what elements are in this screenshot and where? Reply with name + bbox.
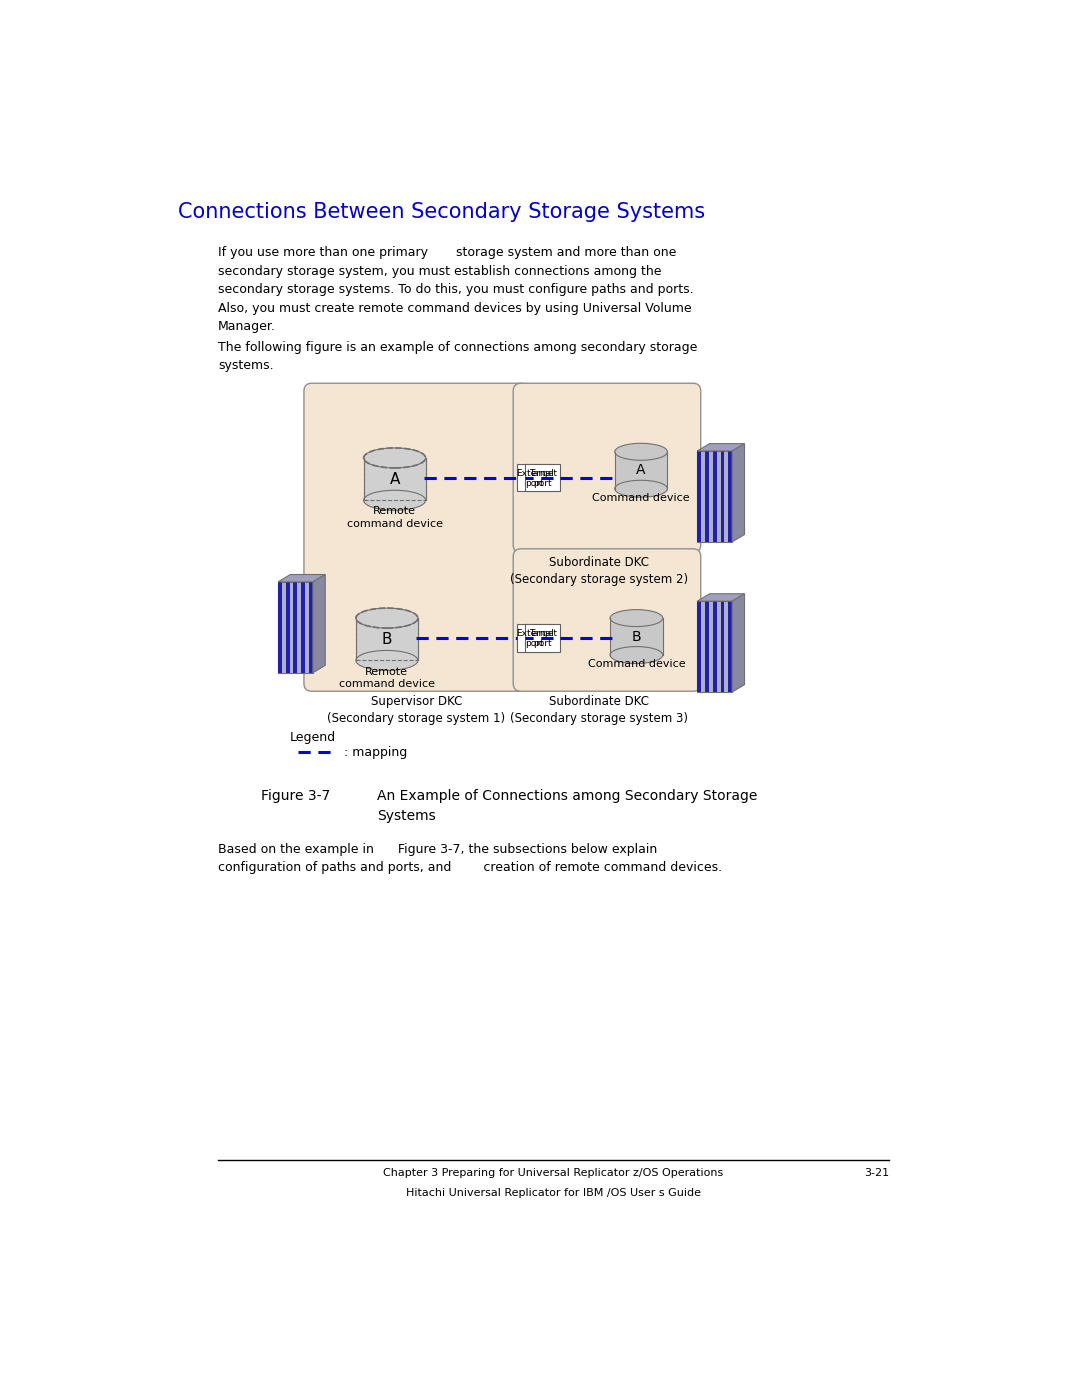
Text: If you use more than one primary       storage system and more than one
secondar: If you use more than one primary storage… (218, 246, 693, 332)
Text: port: port (534, 479, 552, 488)
Bar (356, 617, 418, 661)
Bar (705, 451, 708, 542)
Polygon shape (698, 444, 744, 451)
Polygon shape (278, 574, 325, 583)
Text: : mapping: : mapping (340, 746, 407, 759)
Text: B: B (381, 631, 392, 647)
Ellipse shape (364, 490, 426, 510)
Bar (713, 451, 717, 542)
Text: Subordinate DKC
(Secondary storage system 3): Subordinate DKC (Secondary storage syste… (510, 696, 688, 725)
Text: Based on the example in      Figure 3-7, the subsections below explain
configura: Based on the example in Figure 3-7, the … (218, 842, 723, 875)
Bar (278, 583, 282, 673)
Text: Subordinate DKC
(Secondary storage system 2): Subordinate DKC (Secondary storage syste… (510, 556, 688, 587)
Bar (286, 583, 289, 673)
Text: port: port (526, 479, 544, 488)
Ellipse shape (615, 481, 667, 497)
Text: Remote
command device: Remote command device (347, 507, 443, 529)
FancyBboxPatch shape (303, 383, 529, 692)
Text: Remote
command device: Remote command device (339, 666, 435, 689)
Bar (364, 458, 426, 500)
Bar (705, 601, 708, 692)
Bar (698, 601, 732, 692)
Text: Chapter 3 Preparing for Universal Replicator z/OS Operations: Chapter 3 Preparing for Universal Replic… (383, 1168, 724, 1178)
Text: 3-21: 3-21 (864, 1168, 889, 1178)
Bar (720, 451, 725, 542)
Text: Legend: Legend (291, 731, 336, 743)
Text: Hitachi Universal Replicator for IBM /OS User s Guide: Hitachi Universal Replicator for IBM /OS… (406, 1187, 701, 1197)
Text: port: port (534, 640, 552, 648)
Bar (713, 601, 717, 692)
Text: An Example of Connections among Secondary Storage
Systems: An Example of Connections among Secondar… (377, 789, 757, 823)
Ellipse shape (610, 609, 663, 627)
Polygon shape (732, 444, 744, 542)
Ellipse shape (356, 608, 418, 629)
Text: Command device: Command device (592, 493, 690, 503)
Polygon shape (698, 594, 744, 601)
Bar (517, 464, 553, 492)
Text: Target: Target (528, 469, 556, 478)
Text: External: External (516, 629, 554, 638)
Bar (309, 583, 313, 673)
Text: Figure 3-7: Figure 3-7 (260, 789, 329, 803)
Text: Supervisor DKC
(Secondary storage system 1): Supervisor DKC (Secondary storage system… (327, 696, 505, 725)
Bar (698, 451, 701, 542)
Bar (525, 464, 561, 492)
Bar (698, 451, 732, 542)
Bar (294, 583, 297, 673)
Bar (698, 601, 701, 692)
Text: A: A (390, 472, 400, 486)
FancyBboxPatch shape (513, 549, 701, 692)
Bar (517, 624, 553, 651)
Text: External: External (516, 469, 554, 478)
Ellipse shape (356, 651, 418, 671)
Text: B: B (632, 630, 642, 644)
Bar (615, 451, 667, 489)
Text: The following figure is an example of connections among secondary storage
system: The following figure is an example of co… (218, 341, 698, 373)
Polygon shape (313, 574, 325, 673)
Text: A: A (636, 464, 646, 478)
Text: Target: Target (528, 629, 556, 638)
Bar (278, 583, 313, 673)
Bar (610, 617, 663, 655)
Ellipse shape (610, 647, 663, 664)
Ellipse shape (364, 448, 426, 468)
Polygon shape (732, 594, 744, 692)
FancyBboxPatch shape (513, 383, 701, 553)
Text: Connections Between Secondary Storage Systems: Connections Between Secondary Storage Sy… (177, 203, 705, 222)
Bar (720, 601, 725, 692)
Bar (301, 583, 306, 673)
Text: Command device: Command device (588, 659, 685, 669)
Bar (525, 624, 561, 651)
Bar (728, 451, 732, 542)
Ellipse shape (615, 443, 667, 460)
Bar (728, 601, 732, 692)
Text: port: port (526, 640, 544, 648)
